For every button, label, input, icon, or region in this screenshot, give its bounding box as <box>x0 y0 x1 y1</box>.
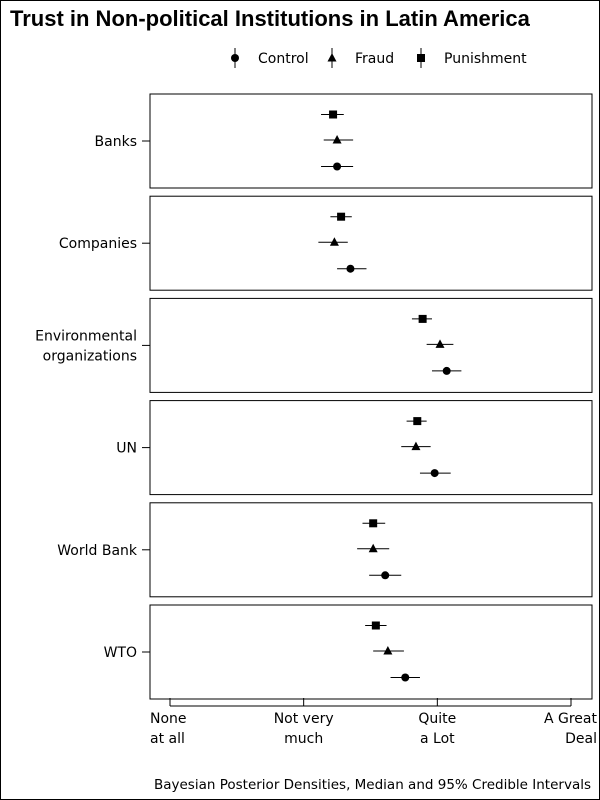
panel-banks: Banks <box>95 93 593 189</box>
panel-border <box>149 93 593 189</box>
median-fraud-banks <box>332 135 342 144</box>
panel-border <box>149 297 593 393</box>
y-label-environmental-organizations: Environmental organizations <box>35 328 137 364</box>
chart-title: Trust in Non-political Institutions in L… <box>10 6 531 31</box>
median-fraud-world-bank <box>368 543 378 553</box>
median-punishment-un <box>413 417 422 426</box>
y-label-wto: WTO <box>104 645 137 661</box>
median-punishment-banks <box>329 110 338 119</box>
median-control-un <box>430 469 439 478</box>
legend-marker-control <box>231 54 239 62</box>
panels: Banks Companies Environmental organizations… <box>35 93 593 700</box>
median-fraud-un <box>411 441 421 451</box>
panel-un: UN <box>116 400 593 496</box>
panel-wto: WTO <box>104 604 593 700</box>
panel-border <box>149 400 593 496</box>
legend-label-control: Control <box>258 51 309 67</box>
legend-label-fraud: Fraud <box>355 51 394 67</box>
median-control-world-bank <box>381 571 390 580</box>
chart-caption: Bayesian Posterior Densities, Median and… <box>154 777 591 793</box>
median-fraud-wto <box>383 646 393 655</box>
median-control-wto <box>401 673 410 682</box>
x-tick-label-quite-a-lot: Quite a Lot <box>418 711 456 747</box>
median-control-environmental-organizations <box>442 366 451 375</box>
panel-companies: Companies <box>59 195 593 291</box>
median-control-companies <box>346 264 355 273</box>
median-control-banks <box>333 162 342 171</box>
legend-label-punishment: Punishment <box>444 51 527 67</box>
panel-world-bank: World Bank <box>57 502 593 598</box>
y-label-companies: Companies <box>59 236 137 252</box>
x-tick-label-none-at-all: None at all <box>150 711 187 747</box>
x-tick-label-a-great-deal: A Great Deal <box>544 711 598 747</box>
panel-border <box>149 604 593 700</box>
panel-border <box>149 195 593 291</box>
legend: Control Fraud Punishment <box>231 48 527 68</box>
y-label-world-bank: World Bank <box>57 543 138 559</box>
median-punishment-environmental-organizations <box>418 314 427 323</box>
x-axis: None at all Not very much Quite a Lot A Great D… <box>150 698 598 747</box>
panel-environmental-organizations: Environmental organizations <box>35 297 593 393</box>
median-punishment-wto <box>371 621 380 630</box>
median-fraud-environmental-organizations <box>435 339 445 348</box>
y-label-un: UN <box>116 441 137 457</box>
y-label-banks: Banks <box>95 134 137 150</box>
median-punishment-world-bank <box>369 519 378 528</box>
median-punishment-companies <box>337 212 346 221</box>
legend-marker-fraud <box>327 53 337 62</box>
x-tick-label-not-very-much: Not very much <box>274 711 334 747</box>
legend-marker-punishment <box>417 54 425 62</box>
median-fraud-companies <box>329 237 339 246</box>
